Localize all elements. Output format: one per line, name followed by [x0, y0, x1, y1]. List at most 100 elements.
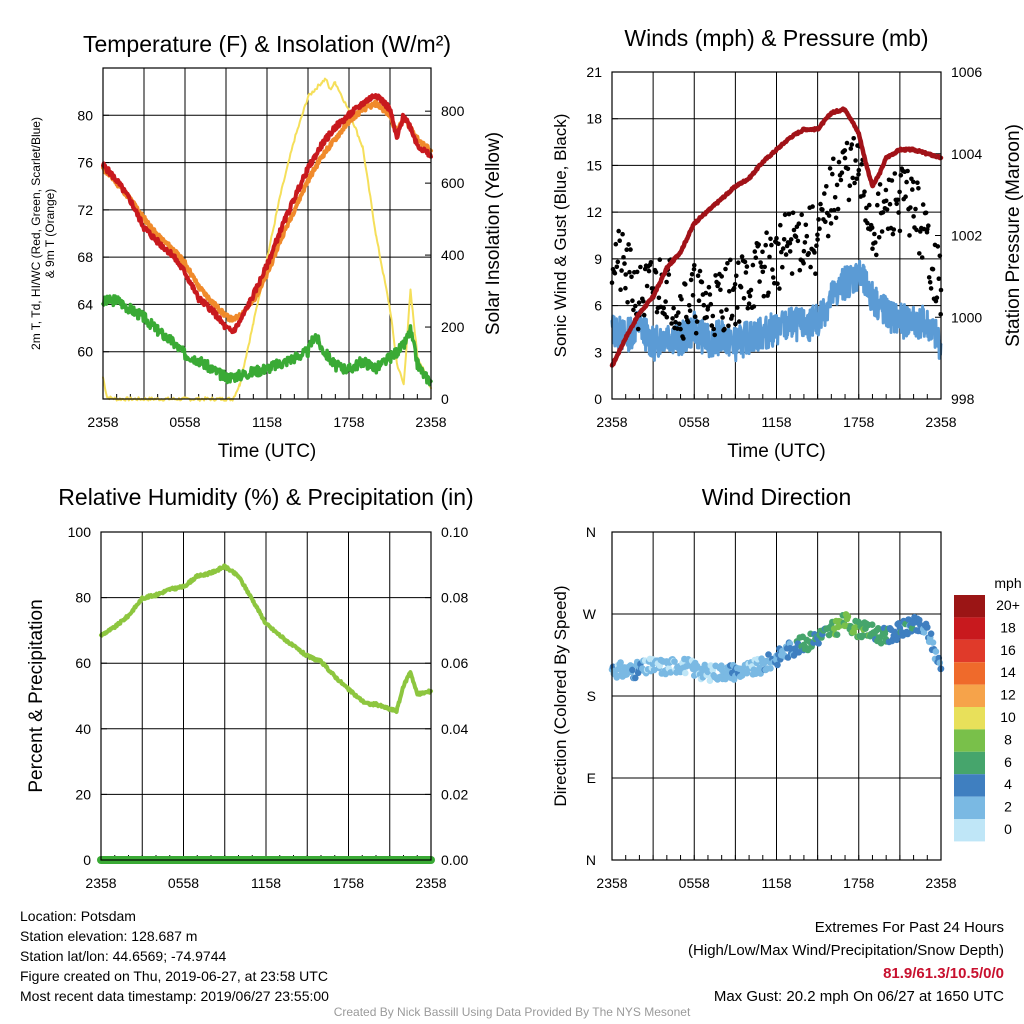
direction-point — [682, 669, 689, 677]
y-tick-label: 6 — [594, 298, 602, 314]
gust-point — [617, 238, 622, 243]
y-tick-label: 18 — [586, 111, 602, 127]
y-right-tick-label: 998 — [951, 391, 975, 407]
gust-point — [920, 202, 926, 207]
y-right-tick-label: 0 — [441, 391, 449, 407]
gust-point — [720, 315, 725, 320]
direction-point — [859, 632, 866, 639]
colorbar-swatch — [954, 662, 985, 685]
gust-point — [911, 214, 916, 219]
gust-point — [833, 215, 839, 221]
gust-point — [936, 276, 942, 282]
gust-point — [897, 228, 903, 234]
gust-point — [760, 249, 765, 255]
gust-point — [892, 171, 898, 176]
gust-point — [656, 295, 662, 301]
gust-point — [738, 284, 744, 290]
y-tick-label: N — [586, 852, 596, 868]
gust-point — [839, 170, 845, 175]
colorbar-label: 6 — [1004, 754, 1012, 770]
y-right-tick-label: 0.08 — [441, 590, 468, 606]
gust-point — [827, 166, 833, 171]
y-right-tick-label: 800 — [441, 103, 465, 119]
x-tick-label: 1158 — [761, 414, 791, 430]
gust-point — [679, 297, 684, 302]
gust-point — [848, 146, 854, 151]
gust-point — [727, 289, 732, 294]
gust-point — [646, 268, 652, 274]
gust-point — [850, 175, 855, 181]
gust-point — [917, 251, 922, 256]
gust-point — [736, 260, 741, 266]
gust-point — [815, 237, 820, 242]
direction-point — [936, 659, 944, 667]
gust-point — [692, 314, 698, 320]
colorbar-swatch — [954, 751, 985, 775]
gust-point — [701, 302, 707, 308]
direction-point — [774, 661, 781, 669]
direction-point — [881, 630, 889, 637]
gust-point — [621, 254, 626, 260]
gust-point — [830, 171, 835, 177]
recent-data-text: Most recent data timestamp: 2019/06/27 2… — [20, 988, 329, 1004]
gust-point — [628, 247, 633, 252]
gust-point — [613, 241, 619, 247]
gust-point — [758, 260, 763, 265]
direction-point — [916, 616, 923, 624]
gust-point — [791, 227, 797, 233]
x-tick-label: 1758 — [333, 875, 364, 891]
gust-point — [883, 198, 889, 204]
y-right-tick-label: 0.02 — [441, 786, 468, 802]
gust-point — [753, 255, 759, 260]
y-right-tick-label: 0.04 — [441, 721, 468, 737]
gust-point — [666, 272, 672, 277]
temperature-2m-line — [101, 93, 433, 335]
colorbar-label: 2 — [1004, 799, 1012, 815]
colorbar-swatch — [954, 707, 985, 730]
x-tick-label: 2358 — [596, 875, 627, 891]
x-tick-label: 1158 — [251, 875, 281, 891]
gust-point — [864, 205, 869, 211]
gust-point — [625, 300, 630, 305]
gust-point — [654, 309, 660, 315]
x-tick-label: 0558 — [169, 414, 200, 430]
y-tick-label: 40 — [75, 721, 91, 737]
chart-title: Temperature (F) & Insolation (W/m²) — [83, 31, 451, 57]
latlon-text: Station lat/lon: 44.6569; -74.9744 — [20, 948, 227, 964]
colorbar-label: 8 — [1004, 731, 1012, 747]
gust-point — [808, 264, 813, 270]
gust-point — [831, 156, 836, 162]
chart-title: Relative Humidity (%) & Precipitation (i… — [58, 484, 473, 510]
gust-point — [776, 241, 781, 247]
gust-point — [904, 179, 909, 185]
y-right-tick-label: 0.06 — [441, 655, 468, 671]
gust-point — [930, 266, 936, 272]
gust-point — [766, 290, 771, 296]
y-axis-label: 2m T, Td, HI/WC (Red, Green, Scarlet/Blu… — [29, 117, 43, 350]
gust-point — [653, 270, 659, 275]
gust-point — [689, 272, 695, 277]
direction-point — [833, 631, 841, 638]
gust-point — [627, 269, 632, 275]
gust-point — [681, 336, 686, 341]
gust-point — [744, 264, 750, 269]
gust-point — [814, 243, 819, 248]
gust-point — [771, 275, 776, 280]
direction-point — [617, 659, 624, 666]
direction-point — [786, 640, 794, 647]
y-right-tick-label: 1002 — [951, 228, 982, 244]
x-tick-label: 0558 — [679, 875, 710, 891]
gust-point — [661, 305, 666, 311]
gust-point — [813, 271, 818, 277]
x-axis-label: Time (UTC) — [218, 441, 317, 462]
gust-point — [768, 236, 773, 242]
direction-point — [756, 664, 763, 672]
gust-point — [663, 299, 668, 304]
gust-point — [618, 287, 623, 293]
gust-point — [851, 136, 856, 141]
direction-point — [815, 640, 822, 647]
gust-point — [695, 273, 701, 279]
gust-point — [887, 201, 893, 207]
gust-point — [880, 210, 886, 215]
gust-point — [923, 210, 929, 216]
